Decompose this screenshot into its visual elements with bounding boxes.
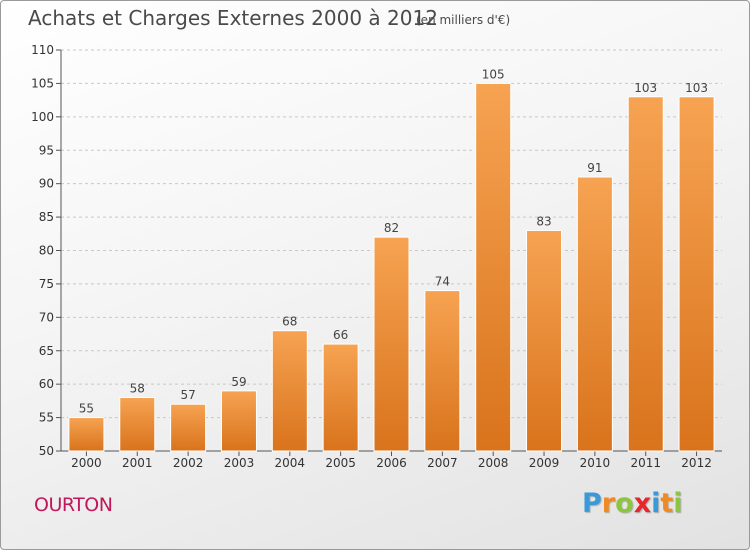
data-label: 83 (536, 214, 551, 228)
bars (68, 82, 715, 452)
x-tick-label: 2002 (173, 456, 204, 470)
y-tick-label: 50 (39, 444, 54, 458)
x-tick-label: 2010 (580, 456, 611, 470)
bar (119, 397, 156, 452)
data-labels: 55 58 57 59 68 66 82 74 105 83 91 103 103 (79, 67, 708, 415)
logo-letter: r (601, 488, 616, 519)
logo-letter: i (673, 488, 683, 519)
data-label: 74 (435, 275, 450, 289)
y-tick-label: 60 (39, 377, 54, 391)
bar (627, 96, 664, 452)
bar (576, 176, 613, 452)
y-tick-label: 110 (31, 43, 54, 57)
x-tick-label: 2004 (275, 456, 306, 470)
data-label: 59 (231, 375, 246, 389)
y-tick-label: 95 (39, 143, 54, 157)
y-tick-label: 90 (39, 177, 54, 191)
y-tick-label: 55 (39, 411, 54, 425)
logo-letter: P (582, 488, 602, 519)
x-tick-label: 2006 (376, 456, 407, 470)
data-label: 57 (180, 388, 195, 402)
city-name: OURTON (34, 494, 113, 516)
x-tick-label: 2007 (427, 456, 458, 470)
logo-letter: x (633, 488, 652, 519)
chart-subtitle: (en milliers d'€) (416, 13, 511, 27)
data-label: 82 (384, 221, 399, 235)
bar (170, 403, 207, 452)
data-label: 91 (587, 161, 602, 175)
data-label: 68 (282, 315, 297, 329)
y-tick-label: 75 (39, 277, 54, 291)
bar (322, 343, 359, 452)
data-label: 103 (634, 81, 657, 95)
bar (373, 236, 410, 452)
x-tick-label: 2000 (71, 456, 102, 470)
bar (526, 229, 563, 452)
data-label: 55 (79, 402, 94, 416)
x-tick-label: 2001 (122, 456, 153, 470)
proxiti-logo[interactable]: Proxiti (582, 488, 683, 519)
x-tick-label: 2012 (681, 456, 712, 470)
bar (68, 417, 105, 452)
y-tick-label: 85 (39, 210, 54, 224)
x-tick-label: 2005 (325, 456, 356, 470)
x-tick-label: 2009 (529, 456, 560, 470)
logo-letter: t (660, 488, 674, 519)
bar (271, 330, 308, 452)
chart-title: Achats et Charges Externes 2000 à 2012 (28, 6, 438, 30)
x-tick-label: 2011 (630, 456, 661, 470)
y-tick-label: 80 (39, 244, 54, 258)
y-tick-label: 65 (39, 344, 54, 358)
bar (220, 390, 257, 452)
data-label: 105 (482, 67, 505, 81)
logo-letter: o (615, 488, 634, 519)
data-label: 58 (130, 382, 145, 396)
y-tick-label: 70 (39, 310, 54, 324)
bar (475, 82, 512, 452)
axes: 50 55 60 65 70 75 80 85 90 95 100 105 110 2000 2001 200… (31, 43, 722, 470)
y-tick-label: 105 (31, 76, 54, 90)
data-label: 103 (685, 81, 708, 95)
x-tick-label: 2003 (224, 456, 255, 470)
y-tick-label: 100 (31, 110, 54, 124)
x-tick-label: 2008 (478, 456, 509, 470)
data-label: 66 (333, 328, 348, 342)
bar (678, 96, 715, 452)
bar (424, 290, 461, 452)
logo-letter: i (651, 488, 661, 519)
